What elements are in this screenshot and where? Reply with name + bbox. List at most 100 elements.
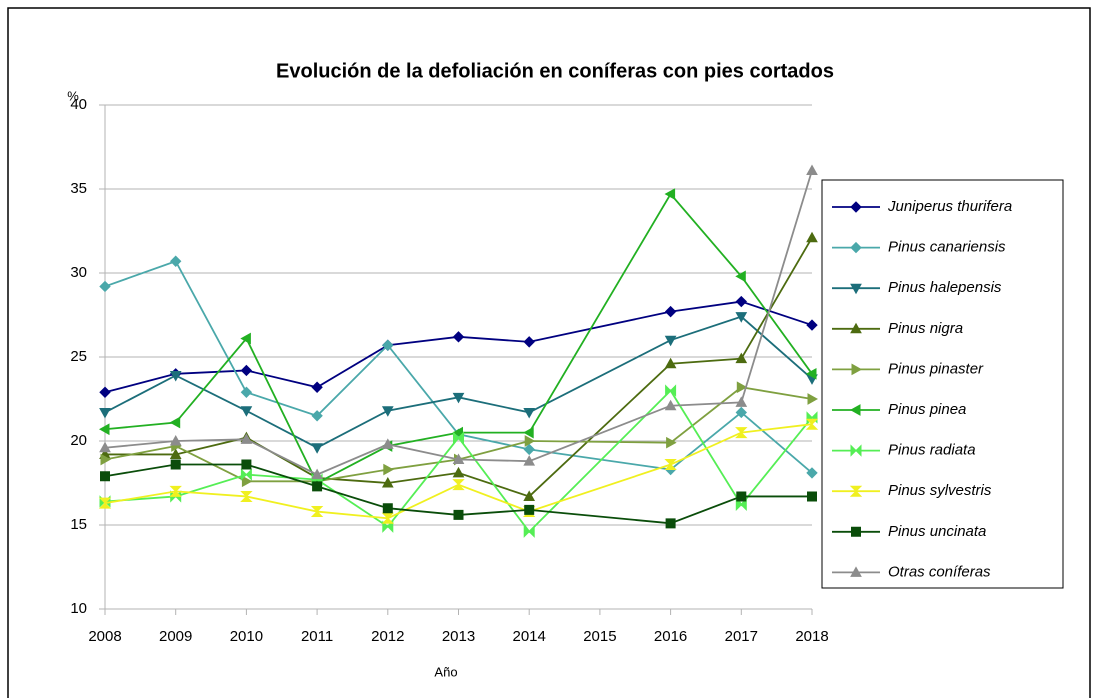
y-tick-label: 25 — [70, 348, 87, 365]
legend-label: Pinus uncinata — [888, 523, 986, 540]
point — [100, 453, 112, 466]
point — [452, 479, 465, 491]
point — [98, 423, 110, 436]
point — [453, 431, 464, 444]
legend-marker — [850, 283, 862, 295]
point — [523, 490, 536, 501]
point — [240, 364, 253, 377]
point — [169, 448, 182, 459]
point — [240, 332, 251, 345]
point — [524, 435, 536, 447]
point — [383, 463, 394, 476]
point — [805, 367, 817, 380]
point — [452, 331, 465, 343]
point — [240, 468, 252, 481]
x-tick-label: 2008 — [88, 628, 121, 645]
point — [523, 336, 535, 348]
point — [381, 512, 395, 524]
point — [98, 497, 112, 509]
point — [381, 406, 394, 417]
legend-label: Pinus radiata — [888, 442, 976, 459]
point — [523, 407, 536, 419]
point — [170, 459, 181, 470]
point — [664, 357, 677, 369]
legend-label: Pinus halepensis — [888, 279, 1002, 296]
point — [311, 443, 323, 454]
point — [240, 490, 253, 502]
point — [240, 406, 253, 417]
point — [806, 467, 818, 479]
series-line — [104, 423, 813, 520]
point — [807, 393, 819, 405]
x-tick-label: 2009 — [159, 628, 192, 645]
x-tick-label: 2011 — [301, 628, 333, 645]
point — [240, 433, 253, 444]
point — [169, 485, 182, 497]
point — [736, 491, 747, 502]
point — [240, 386, 253, 398]
point — [523, 455, 536, 466]
y-tick-label: 15 — [70, 516, 87, 533]
x-tick-label: 2015 — [583, 628, 616, 645]
legend-label: Pinus pinaster — [888, 360, 984, 377]
point — [311, 381, 323, 393]
legend-marker — [850, 322, 862, 334]
point — [382, 503, 393, 514]
point — [807, 491, 817, 502]
legend-marker — [850, 566, 862, 577]
point — [169, 416, 181, 429]
point — [169, 370, 182, 382]
point — [524, 504, 535, 515]
legend-label: Juniperus thurifera — [887, 198, 1012, 215]
legend-marker — [849, 404, 861, 416]
point — [735, 270, 746, 283]
point — [664, 188, 676, 200]
series-line — [104, 315, 813, 449]
point — [735, 396, 748, 407]
point — [664, 335, 677, 347]
point — [523, 525, 535, 538]
y-tick-label: 35 — [70, 180, 87, 197]
legend-label: Pinus sylvestris — [888, 482, 992, 499]
point — [100, 471, 110, 482]
y-axis-label: % — [67, 88, 79, 103]
y-tick-label: 10 — [70, 600, 87, 617]
point — [665, 384, 677, 397]
x-tick-label: 2010 — [230, 628, 263, 645]
series-line — [104, 170, 813, 476]
point — [523, 443, 535, 456]
point — [310, 506, 324, 518]
chart-title: Evolución de la defoliación en coníferas… — [276, 60, 834, 82]
point — [241, 475, 253, 488]
y-tick-label: 40 — [70, 96, 87, 113]
legend-marker — [849, 485, 863, 497]
point — [381, 476, 394, 488]
x-tick-label: 2014 — [513, 628, 546, 645]
point — [382, 520, 394, 533]
point — [311, 410, 323, 422]
legend-marker — [850, 241, 862, 254]
point — [805, 418, 819, 430]
series-line — [104, 300, 813, 394]
point — [736, 381, 748, 394]
point — [664, 459, 677, 471]
point — [735, 295, 748, 308]
point — [382, 339, 394, 351]
point — [806, 231, 818, 243]
point — [99, 280, 111, 293]
point — [806, 164, 818, 176]
point — [99, 386, 111, 398]
point — [452, 466, 465, 478]
y-tick-label: 20 — [70, 432, 87, 449]
x-axis-label: Año — [434, 664, 457, 679]
point — [664, 399, 677, 411]
legend-label: Pinus canariensis — [888, 239, 1006, 256]
series-line — [105, 237, 813, 498]
point — [664, 305, 677, 318]
point — [169, 255, 182, 267]
y-tick-label: 30 — [70, 264, 87, 281]
legend-marker — [851, 363, 863, 376]
x-tick-label: 2016 — [654, 628, 687, 645]
x-tick-label: 2018 — [795, 628, 828, 645]
